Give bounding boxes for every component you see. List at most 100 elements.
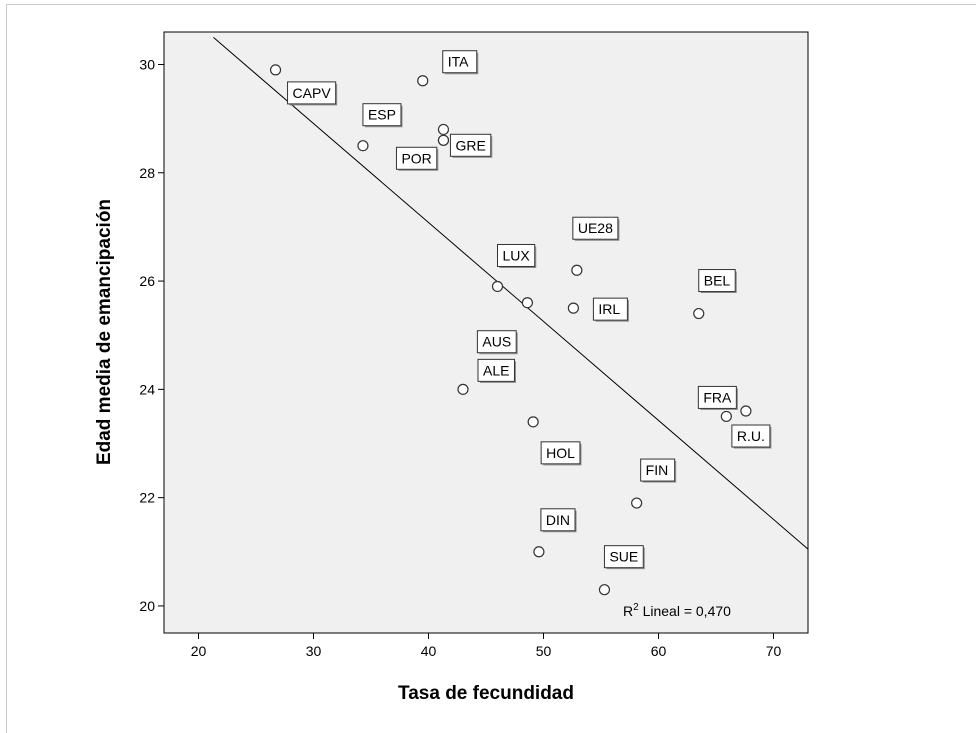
point-label-shadow: [642, 461, 677, 483]
data-point: [437, 123, 450, 136]
data-point: [417, 75, 429, 87]
x-tick-label: 20: [191, 643, 207, 659]
point-label-box: [697, 385, 737, 409]
data-point: [521, 297, 534, 309]
fit-line-group: [213, 37, 809, 550]
point-label: DIN: [540, 508, 577, 533]
point-label-box: [362, 103, 402, 127]
point-label-text: IRL: [598, 301, 620, 317]
point-label: LUX: [497, 243, 537, 268]
x-tick-label: 60: [651, 643, 667, 659]
point-label: CAPV: [287, 81, 338, 106]
data-point: [357, 140, 369, 152]
data-point: [491, 280, 504, 293]
x-tick-label: 40: [421, 643, 437, 659]
point-label-shadow: [542, 510, 577, 533]
data-point: [533, 546, 545, 558]
point-label-shadow: [543, 443, 582, 466]
point-label-box: [540, 508, 576, 532]
point-label-box: [477, 358, 515, 382]
point-label-text: POR: [401, 150, 431, 166]
point-label-text: HOL: [546, 445, 575, 461]
r2-text: Lineal = 0,470: [639, 603, 731, 619]
point-label-shadow: [444, 52, 479, 75]
y-tick-label: 30: [139, 56, 155, 72]
point-label-text: ALE: [483, 362, 509, 378]
x-tick-label: 30: [306, 643, 322, 659]
point-label-box: [731, 424, 771, 448]
point-label-shadow: [398, 149, 439, 171]
y-axis-title: Edad media de emancipación: [94, 199, 115, 465]
point-label: FIN: [640, 458, 677, 483]
point-label-box: [572, 216, 619, 240]
point-label-text: FRA: [703, 389, 732, 405]
point-label-box: [449, 133, 492, 157]
r2-superscript: 2: [633, 602, 639, 613]
point-label-shadow: [700, 271, 737, 294]
data-point: [527, 416, 539, 428]
point-label-shadow: [606, 547, 645, 570]
point-label-text: BEL: [704, 273, 731, 289]
point-label: ESP: [362, 103, 403, 128]
x-axis-title: Tasa de fecundidad: [398, 683, 574, 704]
point-label: BEL: [698, 269, 737, 294]
point-label-box: [395, 146, 438, 170]
point-label-shadow: [364, 105, 403, 128]
point-label-shadow: [499, 246, 537, 268]
point-label-text: CAPV: [293, 85, 332, 101]
data-point: [457, 383, 469, 395]
point-label-box: [698, 269, 736, 293]
point-label-text: FIN: [646, 462, 669, 478]
point-label-shadow: [595, 300, 629, 322]
point-label-shadow: [480, 361, 516, 383]
point-label-box: [640, 458, 676, 482]
point-label-shadow: [452, 136, 493, 158]
data-point: [269, 64, 282, 76]
data-point: [720, 410, 732, 423]
point-label-text: R.U.: [737, 428, 765, 444]
point-label: ITA: [442, 50, 479, 75]
x-tick-label: 70: [766, 643, 782, 659]
y-tick-label: 20: [139, 598, 155, 614]
data-point: [567, 302, 580, 314]
y-tick-label: 26: [139, 273, 155, 289]
point-label-text: ESP: [368, 107, 396, 123]
point-label: R.U.: [731, 424, 772, 449]
point-label-box: [497, 243, 536, 267]
point-label: SUE: [603, 545, 645, 570]
point-label-box: [476, 330, 517, 354]
x-axis: 20 30 40 50 60 70: [191, 633, 782, 659]
point-label-text: SUE: [609, 549, 638, 565]
point-label: IRL: [592, 297, 629, 322]
point-label-shadow: [289, 83, 338, 106]
point-label-text: ITA: [448, 54, 469, 70]
point-label-box: [592, 297, 628, 321]
point-label: ALE: [477, 358, 516, 383]
point-label-text: LUX: [503, 247, 531, 263]
y-tick-label: 24: [139, 381, 155, 397]
point-label-box: [287, 81, 337, 105]
y-tick-label: 28: [139, 165, 155, 181]
r2-annotation: R2 Lineal = 0,470: [623, 602, 731, 619]
x-tick-label: 50: [536, 643, 552, 659]
y-axis: 20 22 24 26 28 30: [139, 56, 164, 614]
point-label-box: [540, 441, 581, 465]
point-label-shadow: [700, 388, 738, 410]
point-label: POR: [395, 146, 439, 171]
point-label-text: DIN: [546, 512, 570, 528]
point-label-text: AUS: [482, 334, 511, 350]
data-point: [693, 307, 705, 320]
r2-label: R: [623, 603, 633, 619]
point-label-text: UE28: [578, 220, 613, 236]
data-point: [740, 405, 752, 417]
points-group: [269, 64, 752, 596]
fit-line: [213, 37, 809, 550]
point-label-box: [442, 50, 478, 74]
data-point: [571, 264, 583, 276]
point-label-shadow: [733, 427, 772, 449]
point-labels-group: CAPV ITA ESP GRE POR LUX AUS UE28 IRL BEL ALE HOL FR…: [287, 50, 772, 570]
data-point: [598, 584, 611, 596]
data-point: [631, 497, 643, 509]
point-label: HOL: [540, 441, 582, 466]
